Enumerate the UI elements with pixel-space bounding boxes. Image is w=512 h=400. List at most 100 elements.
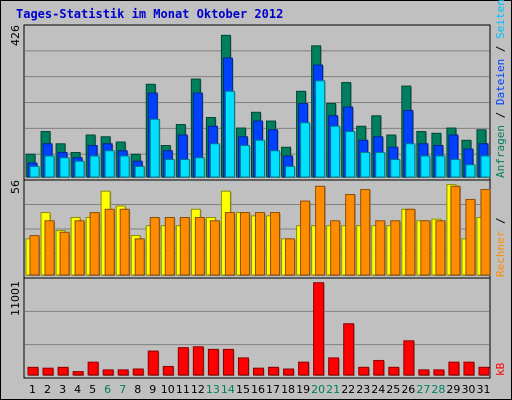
bar-kb: [478, 366, 490, 376]
bar-kb: [57, 366, 69, 376]
bar-kb: [298, 361, 310, 376]
bar-kb: [313, 282, 325, 376]
bar-seiten: [44, 155, 55, 178]
x-tick-label: 2: [44, 383, 51, 396]
bar-seiten: [405, 143, 416, 178]
ymax-label-middle: 56: [9, 180, 22, 194]
bar-kb: [42, 367, 54, 376]
bar-besuche: [405, 208, 416, 276]
x-tick-label: 22: [341, 383, 355, 396]
x-tick-label: 8: [134, 383, 141, 396]
right-legend-top: Anfragen / Dateien / Seiten / Besuche: [494, 0, 507, 178]
x-tick-label: 12: [191, 383, 205, 396]
bar-kb: [237, 357, 249, 376]
bar-besuche: [360, 189, 371, 276]
bar-besuche: [285, 238, 296, 276]
ymax-label-top: 426: [9, 25, 22, 46]
x-tick-label: 24: [371, 383, 385, 396]
bar-kb: [433, 369, 445, 376]
bar-kb: [463, 361, 475, 376]
bar-kb: [268, 366, 280, 376]
bar-seiten: [390, 159, 401, 178]
ymax-label-bottom: 11001: [9, 281, 22, 316]
bar-besuche: [89, 212, 100, 276]
right-legend-bottom: kB: [494, 362, 507, 376]
bar-seiten: [134, 166, 145, 178]
bar-besuche: [420, 220, 431, 276]
bar-besuche: [59, 231, 70, 276]
bar-kb: [207, 348, 219, 376]
bar-seiten: [239, 145, 250, 178]
chart-title: Tages-Statistik im Monat Oktober 2012: [16, 7, 283, 21]
bar-besuche: [179, 217, 190, 276]
bar-besuche: [29, 235, 40, 276]
bar-kb: [388, 366, 400, 376]
x-tick-label: 19: [296, 383, 310, 396]
bars-top: [25, 34, 491, 179]
x-tick-label: 29: [446, 383, 460, 396]
bar-kb: [177, 347, 189, 376]
bar-kb: [343, 323, 355, 376]
x-tick-label: 5: [89, 383, 96, 396]
legend-text: Dateien: [494, 59, 507, 105]
bar-seiten: [179, 159, 190, 178]
bar-besuche: [209, 220, 220, 276]
bar-besuche: [254, 212, 265, 276]
bar-seiten: [360, 152, 371, 178]
bar-seiten: [465, 164, 476, 178]
x-tick-label: 6: [104, 383, 111, 396]
bar-besuche: [465, 198, 476, 276]
bar-seiten: [345, 131, 356, 178]
bar-besuche: [480, 189, 491, 276]
bar-kb: [132, 368, 144, 376]
bar-seiten: [29, 166, 40, 178]
bar-seiten: [59, 157, 70, 178]
legend-text: Rechner: [494, 230, 507, 277]
bar-besuche: [435, 220, 446, 276]
bar-besuche: [164, 217, 175, 276]
bar-besuche: [450, 185, 461, 276]
x-tick-label: 14: [221, 383, 235, 396]
x-tick-label: 1: [29, 383, 36, 396]
bar-kb: [72, 371, 84, 376]
x-tick-label: 20: [311, 383, 325, 396]
x-tick-label: 7: [119, 383, 126, 396]
bar-kb: [358, 366, 370, 376]
bar-besuche: [104, 208, 115, 276]
bars-bottom: [27, 282, 490, 376]
bar-besuche: [300, 200, 311, 276]
bar-kb: [418, 369, 430, 376]
bar-kb: [162, 365, 174, 376]
bar-seiten: [450, 159, 461, 178]
x-tick-label: 21: [326, 383, 340, 396]
bar-seiten: [420, 155, 431, 178]
x-tick-label: 23: [356, 383, 370, 396]
x-tick-label: 16: [251, 383, 265, 396]
x-tick-label: 27: [416, 383, 430, 396]
bar-seiten: [285, 166, 296, 178]
x-tick-label: 13: [206, 383, 220, 396]
bar-besuche: [375, 220, 386, 276]
bar-seiten: [119, 155, 130, 178]
x-tick-label: 3: [59, 383, 66, 396]
legend-text: kB: [494, 362, 507, 376]
x-tick-label: 18: [281, 383, 295, 396]
bar-kb: [328, 357, 340, 376]
bar-seiten: [194, 157, 205, 178]
bar-kb: [192, 346, 204, 376]
bar-seiten: [330, 125, 341, 178]
x-tick-label: 10: [161, 383, 175, 396]
bar-besuche: [315, 185, 326, 276]
bar-kb: [373, 359, 385, 376]
x-tick-label: 28: [431, 383, 445, 396]
bar-kb: [147, 350, 159, 376]
bar-kb: [252, 367, 264, 376]
x-tick-label: 31: [476, 383, 490, 396]
bar-besuche: [390, 220, 401, 276]
legend-text: Seiten: [494, 0, 507, 39]
x-tick-label: 17: [266, 383, 280, 396]
bar-besuche: [239, 212, 250, 276]
bar-kb: [102, 369, 114, 376]
bar-kb: [87, 361, 99, 376]
